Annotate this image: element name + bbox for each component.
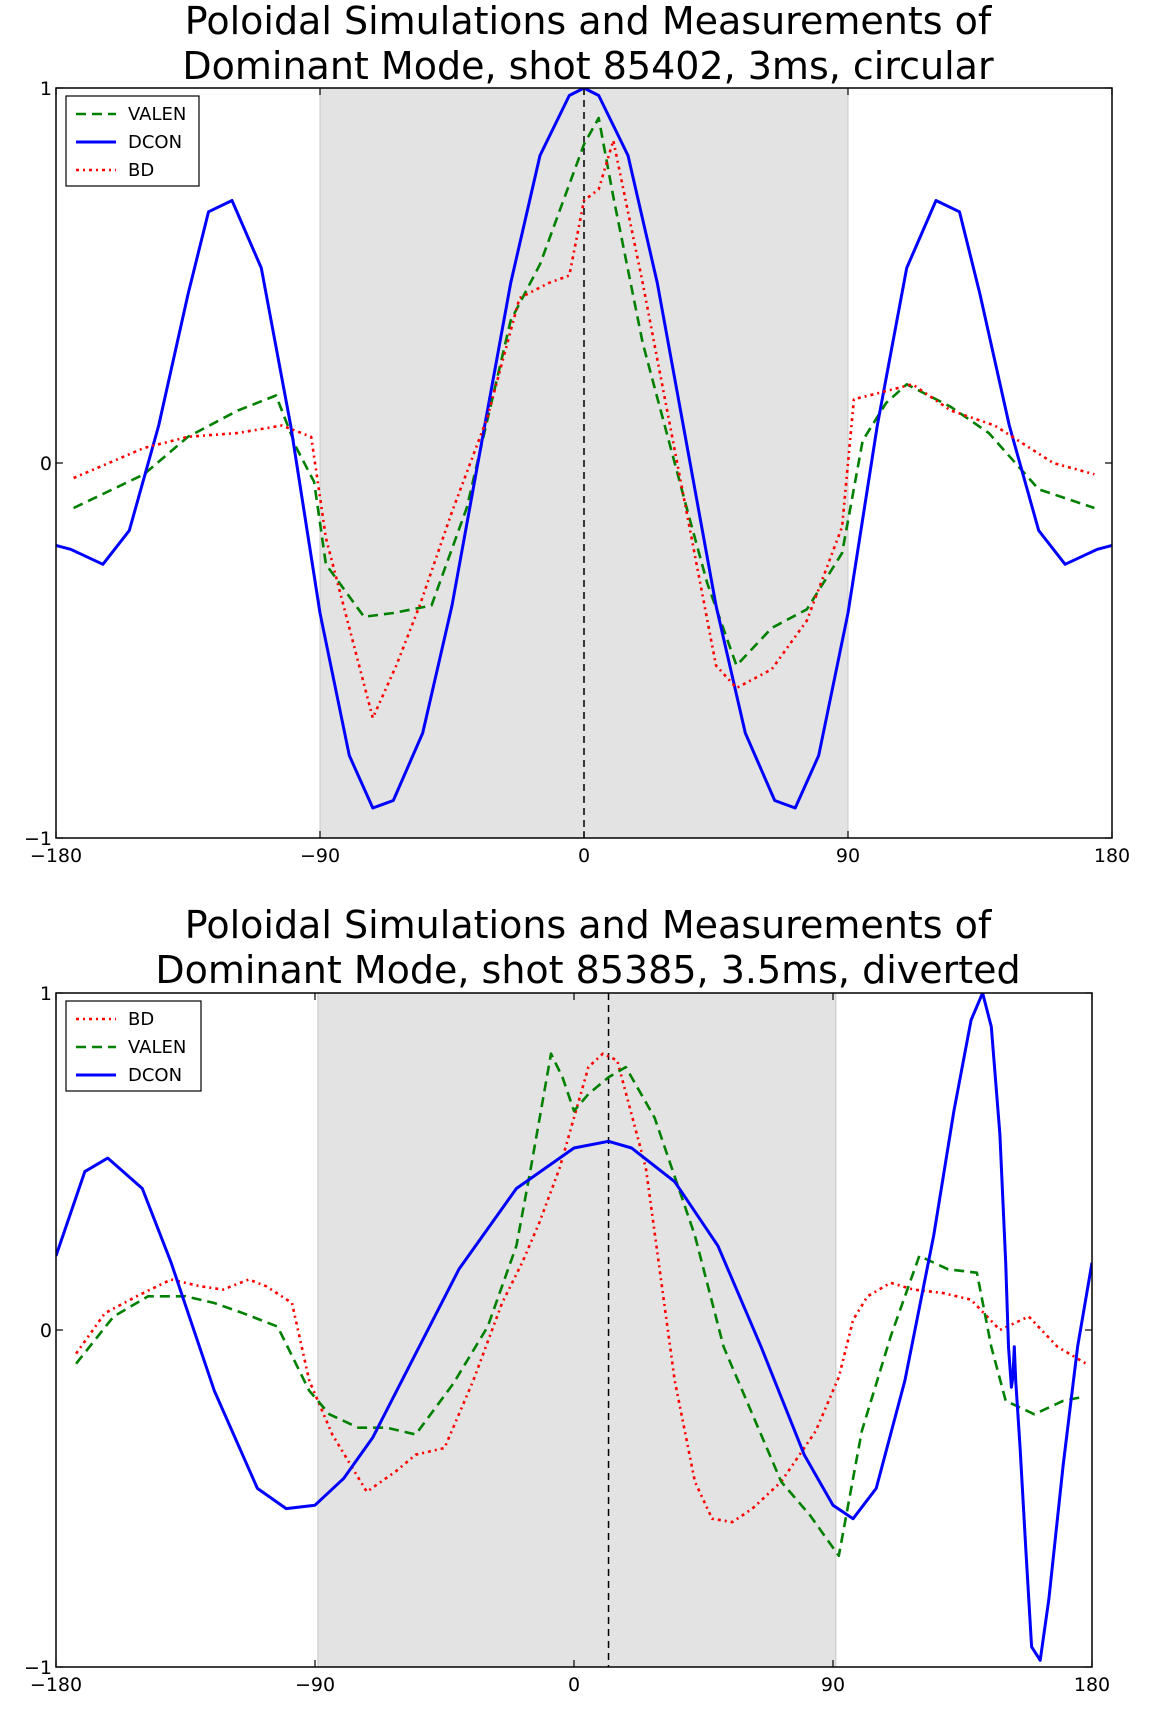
y-tick-label: −1 [24, 828, 52, 850]
series-line-valen [73, 116, 1095, 667]
y-tick-label: −1 [24, 1657, 52, 1679]
x-tick-label: 90 [821, 1674, 845, 1696]
plot-area: −180 −90 0 90 180 −1 0 1 [24, 78, 1130, 867]
legend: VALEN DCON BD [65, 95, 200, 187]
series-line-bd [75, 1052, 1087, 1524]
series-line-bd [73, 139, 1095, 720]
series-group [56, 88, 1112, 810]
plot-area: −180 −90 0 90 180 −1 0 1 [24, 983, 1110, 1696]
chart-bottom: Poloidal Simulations and Measurements of… [24, 903, 1110, 1696]
series-line-dcon [56, 88, 1112, 810]
chart-subtitle: Dominant Mode, shot 85385, 3.5ms, divert… [155, 948, 1020, 992]
legend-label-bd: BD [128, 160, 154, 181]
y-tick-label: 1 [40, 78, 52, 100]
legend: BD VALEN DCON [65, 1000, 202, 1092]
y-tick-label: 0 [40, 453, 52, 475]
chart-title: Poloidal Simulations and Measurements of [185, 903, 993, 947]
legend-label-valen: VALEN [128, 1037, 186, 1058]
y-tick-label: 0 [40, 1320, 52, 1342]
series-line-dcon [56, 993, 1092, 1662]
series-line-valen [75, 1052, 1081, 1558]
x-tick-label: 0 [568, 1674, 580, 1696]
chart-title: Poloidal Simulations and Measurements of [185, 0, 993, 43]
chart-top: Poloidal Simulations and Measurements of… [24, 0, 1130, 867]
series-group [56, 993, 1092, 1662]
x-tick-label: 90 [836, 845, 860, 867]
x-tick-label: −180 [30, 1674, 82, 1696]
x-tick-label: −90 [300, 845, 340, 867]
legend-label-valen: VALEN [128, 104, 186, 125]
x-tick-label: −90 [295, 1674, 335, 1696]
x-tick-label: −180 [30, 845, 82, 867]
shaded-region [317, 992, 837, 1668]
x-tick-label: 180 [1094, 845, 1130, 867]
y-tick-label: 1 [40, 983, 52, 1005]
x-tick-label: 180 [1074, 1674, 1110, 1696]
chart-subtitle: Dominant Mode, shot 85402, 3ms, circular [182, 44, 994, 88]
x-tick-label: 0 [578, 845, 590, 867]
legend-label-dcon: DCON [128, 132, 182, 153]
legend-label-bd: BD [128, 1009, 154, 1030]
legend-label-dcon: DCON [128, 1065, 182, 1086]
